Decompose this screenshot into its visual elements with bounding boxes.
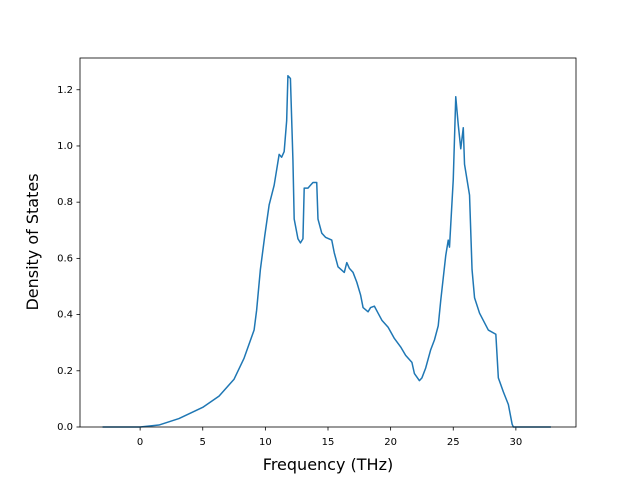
x-tick-label: 15 [322,437,335,448]
x-tick-label: 25 [447,437,460,448]
x-tick-label: 5 [200,437,206,448]
y-tick-label: 0.6 [57,253,73,264]
y-tick-label: 0.0 [57,422,73,433]
plot-frame [79,57,577,428]
data-line [102,74,551,428]
y-tick-label: 0.8 [57,197,73,208]
y-tick-label: 0.4 [57,310,73,321]
x-tick-label: 10 [259,437,272,448]
x-tick-label: 0 [137,437,143,448]
y-tick-label: 1.0 [57,141,73,152]
x-tick-label: 20 [384,437,397,448]
y-tick-label: 1.2 [57,85,73,96]
x-axis-label: Frequency (THz) [263,455,393,474]
y-axis-label: Density of States [23,173,42,310]
x-tick-label: 30 [510,437,523,448]
y-tick-label: 0.2 [57,366,73,377]
